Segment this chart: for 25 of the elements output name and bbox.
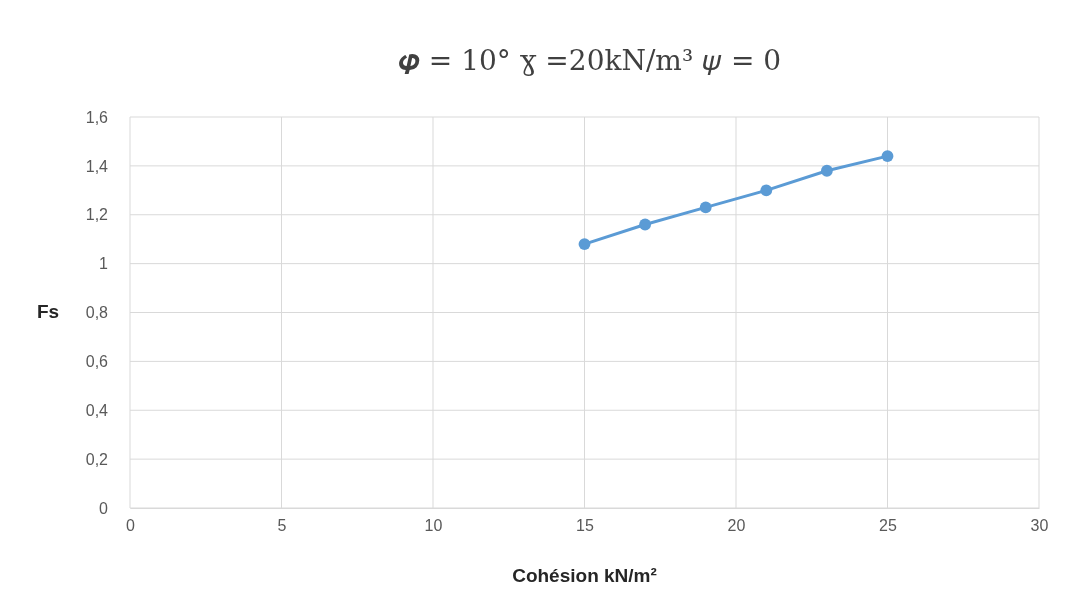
x-tick-label: 5 [277, 517, 287, 535]
point [760, 184, 773, 197]
y-tick-label: 1,4 [85, 157, 109, 175]
point [881, 150, 894, 163]
y-tick-label: 0,8 [85, 304, 109, 322]
x-tick-label: 15 [576, 517, 594, 535]
point [699, 201, 712, 214]
y-tick-label: 0,6 [85, 352, 109, 370]
x-tick-label: 30 [1030, 517, 1049, 535]
chart-title: 𝝋 = 10° ɣ =20kN/m³ 𝜓 = 0 [397, 44, 782, 77]
y-tick-label: 0 [99, 499, 109, 517]
y-tick-label: 0,4 [85, 401, 109, 419]
y-axis-title: Fs [36, 301, 60, 322]
x-tick-label: 10 [424, 517, 443, 535]
point [639, 218, 652, 231]
x-axis-title: Cohésion kN/m² [512, 565, 657, 586]
y-tick-label: 1 [99, 255, 109, 273]
y-tick-label: 1,2 [85, 206, 109, 224]
y-tick-label: 1,6 [85, 108, 109, 126]
point [820, 164, 833, 177]
x-tick-label: 25 [879, 517, 897, 535]
y-tick-label: 0,2 [85, 450, 109, 468]
point [578, 238, 591, 250]
x-tick-label: 0 [126, 517, 136, 535]
x-tick-label: 20 [727, 517, 746, 535]
